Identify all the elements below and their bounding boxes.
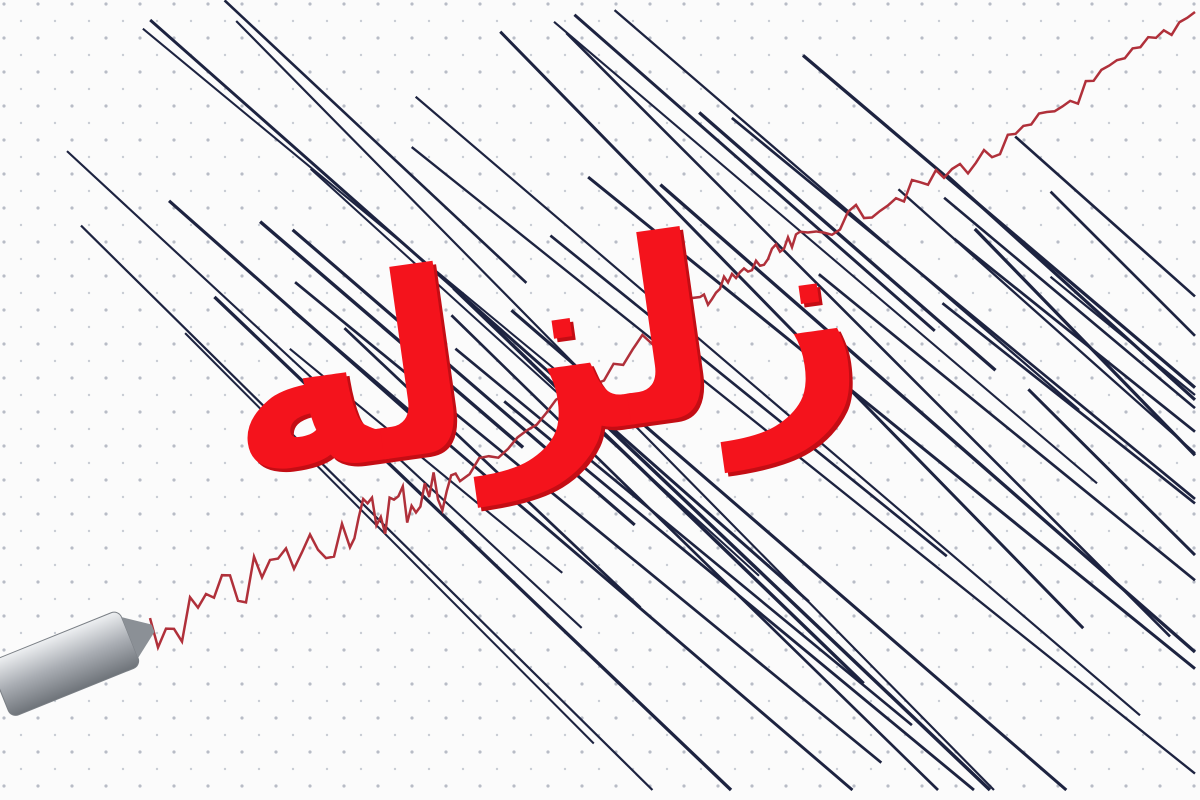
seismic-line bbox=[1027, 388, 1197, 557]
seismic-line bbox=[1049, 190, 1196, 337]
seismic-line bbox=[659, 183, 1197, 654]
seismic-line bbox=[258, 220, 525, 449]
seismic-line bbox=[414, 95, 1141, 717]
seismic-line bbox=[553, 21, 1098, 485]
seismic-line bbox=[450, 314, 939, 791]
seismic-line bbox=[410, 146, 1196, 775]
seismic-trace bbox=[148, 11, 1196, 652]
seismic-line bbox=[223, 0, 528, 284]
seismic-line bbox=[557, 379, 992, 792]
seismic-line bbox=[941, 302, 1196, 505]
seismic-line bbox=[454, 347, 913, 727]
seismic-line bbox=[343, 327, 642, 609]
seismic-line bbox=[587, 175, 1196, 670]
seismic-line bbox=[291, 309, 854, 792]
seismic-line bbox=[213, 295, 733, 792]
seismic-line bbox=[80, 224, 654, 791]
seismic-line bbox=[235, 20, 995, 791]
seismic-line bbox=[1014, 135, 1196, 298]
seismic-line bbox=[698, 111, 997, 372]
seismic-line bbox=[66, 150, 583, 629]
seismic-line bbox=[289, 348, 563, 574]
seismic-line bbox=[1049, 275, 1196, 396]
seismic-line bbox=[731, 116, 1196, 500]
seismic-line bbox=[818, 273, 1196, 582]
seismic-line bbox=[291, 228, 636, 527]
seismic-line bbox=[499, 30, 1085, 630]
seismic-line bbox=[184, 332, 595, 745]
seismic-line bbox=[897, 188, 1196, 455]
seismic-line bbox=[943, 196, 1196, 410]
headline-text: زلزله bbox=[204, 161, 878, 539]
seismic-line bbox=[142, 27, 576, 387]
seismic-line bbox=[549, 234, 948, 558]
seismograph-pen-icon bbox=[0, 611, 155, 716]
seismic-line bbox=[309, 168, 760, 577]
seismic-line bbox=[573, 13, 936, 333]
seismic-line bbox=[510, 309, 1068, 792]
seismic-line bbox=[613, 9, 1080, 411]
seismic-lines bbox=[66, 0, 1197, 792]
seismic-line bbox=[294, 281, 883, 764]
seismic-line bbox=[565, 32, 1171, 638]
seismic-line bbox=[953, 237, 1196, 433]
